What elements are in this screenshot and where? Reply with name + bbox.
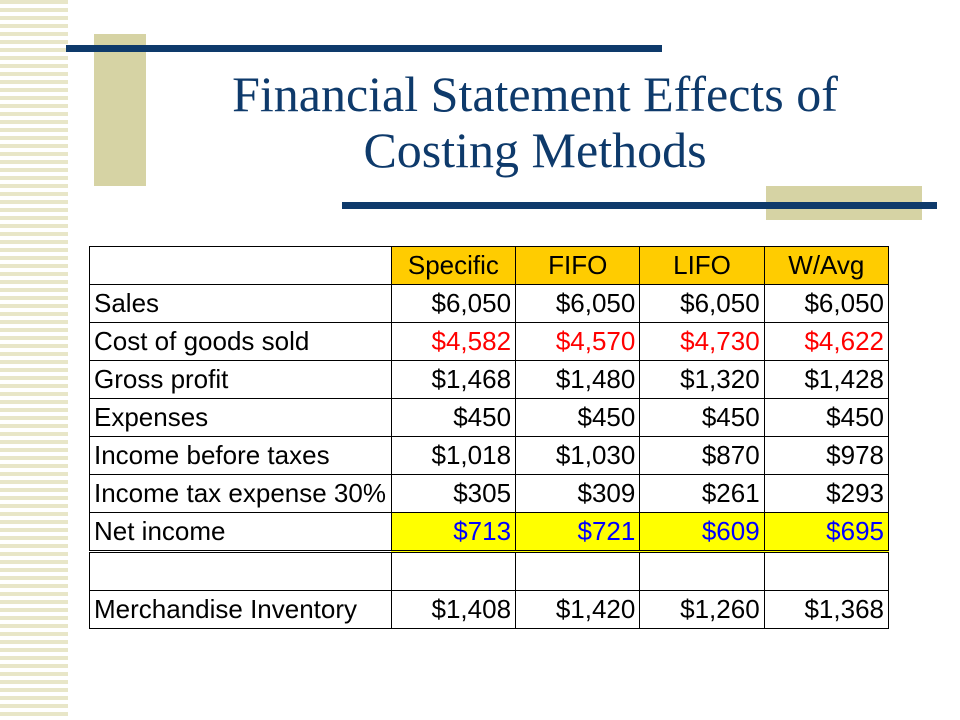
blank-cell [89,551,392,591]
cell-value: $450 [390,398,517,437]
header-specific: Specific [390,246,517,285]
cell-value: $695 [763,512,890,553]
header-lifo: LIFO [639,246,765,285]
cell-value: $261 [639,474,765,513]
cell-value: $450 [763,398,890,437]
cell-value: $450 [639,398,765,437]
cell-value: $6,050 [390,284,517,323]
cell-value: $1,320 [639,360,765,399]
cell-value: $4,622 [763,322,890,361]
row-gross-profit: Gross profit $1,468 $1,480 $1,320 $1,428 [89,360,890,399]
cell-value: $1,018 [390,436,517,475]
cell-value: $1,428 [763,360,890,399]
row-label: Gross profit [89,360,392,399]
blank-cell [639,551,765,591]
blank-cell [390,551,517,591]
row-label: Sales [89,284,392,323]
cell-value: $870 [639,436,765,475]
cell-value: $1,420 [515,590,641,629]
row-merchandise-inventory: Merchandise Inventory $1,408 $1,420 $1,2… [89,590,890,629]
blank-cell [763,551,890,591]
row-label: Net income [89,512,392,553]
cell-value: $6,050 [515,284,641,323]
row-income-before-taxes: Income before taxes $1,018 $1,030 $870 $… [89,436,890,475]
blank-cell [515,551,641,591]
cell-value: $978 [763,436,890,475]
cell-value: $713 [390,512,517,553]
row-cost-of-goods-sold: Cost of goods sold $4,582 $4,570 $4,730 … [89,322,890,361]
costing-methods-table: Specific FIFO LIFO W/Avg Sales $6,050 $6… [89,246,890,629]
title-accent-block [94,34,146,186]
cell-value: $450 [515,398,641,437]
row-net-income: Net income $713 $721 $609 $695 [89,512,890,553]
cell-value: $309 [515,474,641,513]
cell-value: $4,730 [639,322,765,361]
header-wavg: W/Avg [763,246,890,285]
title-bottom-rule [342,202,937,209]
cell-value: $721 [515,512,641,553]
row-income-tax-expense: Income tax expense 30% $305 $309 $261 $2… [89,474,890,513]
header-fifo: FIFO [515,246,641,285]
cell-value: $1,480 [515,360,641,399]
row-label: Income tax expense 30% [89,474,392,513]
row-expenses: Expenses $450 $450 $450 $450 [89,398,890,437]
cell-value: $6,050 [763,284,890,323]
row-blank-spacer [89,551,890,591]
cell-value: $4,570 [515,322,641,361]
cell-value: $305 [390,474,517,513]
cell-value: $1,030 [515,436,641,475]
cell-value: $293 [763,474,890,513]
header-row: Specific FIFO LIFO W/Avg [89,246,890,285]
cell-value: $1,408 [390,590,517,629]
row-label: Cost of goods sold [89,322,392,361]
title-top-rule [66,45,662,52]
cell-value: $1,368 [763,590,890,629]
cell-value: $6,050 [639,284,765,323]
cell-value: $609 [639,512,765,553]
cell-value: $1,468 [390,360,517,399]
row-label: Merchandise Inventory [89,590,392,629]
row-label: Income before taxes [89,436,392,475]
slide-title: Financial Statement Effects of Costing M… [232,66,838,178]
cell-value: $1,260 [639,590,765,629]
row-sales: Sales $6,050 $6,050 $6,050 $6,050 [89,284,890,323]
striped-margin-decoration [0,0,68,720]
header-blank-cell [89,246,392,285]
cell-value: $4,582 [390,322,517,361]
row-label: Expenses [89,398,392,437]
